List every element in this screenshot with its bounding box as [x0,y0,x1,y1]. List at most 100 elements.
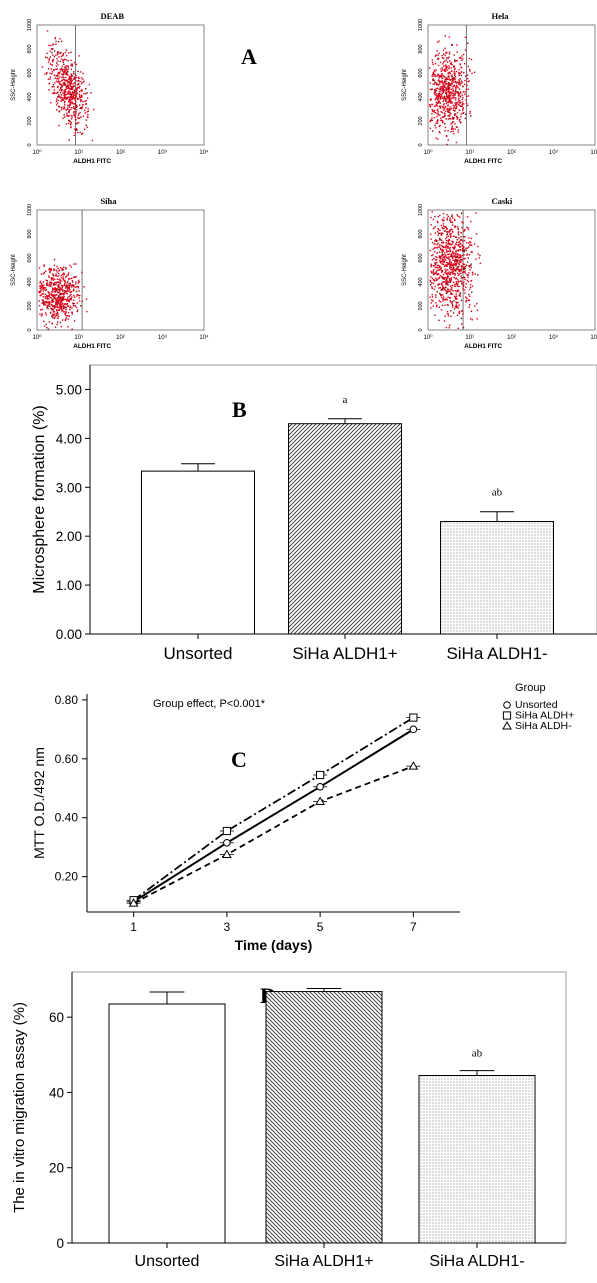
y-axis-label: Microsphere formation (%) [31,405,48,594]
bar [108,1003,226,1244]
legend-marker [503,701,511,709]
panel-b: B 0.00 1.00 2.00 3.00 4.00 5.00 Microsphere fo… [0,360,597,680]
data-point [222,826,231,836]
y-tick-label: 2.00 [56,529,82,544]
flow-y-tick: 0 [418,328,424,331]
flow-plot-title: Siha [100,196,117,206]
series-line [133,716,414,901]
flow-x-label: ALDH1 FITC [73,158,111,165]
y-tick-label: 1.00 [56,578,82,593]
flow-plot-title: Hela [491,11,509,21]
x-tick-label: 3 [224,920,231,934]
x-tick-label: 7 [410,920,417,934]
panel-label-a: A [241,44,257,69]
flow-y-label: SSC-Height [402,254,408,286]
flow-y-tick: 1000 [27,19,33,31]
data-point [315,796,325,806]
event-cloud [429,211,481,329]
flow-x-tick: 10⁴ [199,334,209,341]
x-tick-label: SiHa ALDH1- [429,1253,524,1270]
flow-x-tick: 10⁴ [590,334,597,341]
x-tick-label: 1 [130,920,137,934]
flow-plot-1: DEAB SSC-Height 0 200 400 600 800 1000 10⁰ 10¹ 10²… [11,11,209,165]
event-cloud [38,258,88,330]
x-tick-label: SiHa ALDH1+ [292,644,397,663]
flow-y-tick: 200 [418,301,424,310]
y-axis-label: MTT O.D./492 nm [31,747,47,859]
y-axis-label: The in vitro migration assay (%) [11,1002,28,1213]
flow-y-tick: 800 [27,229,33,238]
flow-plot-frame [36,209,205,331]
bar [265,991,383,1244]
flow-cytometry-plots: A DEAB SSC-Height 0 200 400 600 800 1000 10⁰ 10¹ 1… [11,11,597,350]
flow-y-tick: 600 [418,68,424,77]
legend-label: Unsorted [515,699,558,711]
flow-x-tick: 10⁰ [423,334,433,341]
flow-y-tick: 0 [27,143,33,146]
panel-label-c: C [231,747,247,772]
x-axis-label: Time (days) [235,937,313,953]
flow-plot-title: DEAB [100,11,124,21]
flow-plot-title: Caski [491,196,512,206]
significance-label: a [343,394,348,406]
data-point [222,849,232,859]
bar [440,521,554,635]
series-3 [126,761,421,907]
legend-marker [502,720,512,730]
flow-y-tick: 400 [27,92,33,101]
series-line [133,765,414,904]
flow-y-label: SSC-Height [402,69,408,101]
data-point [316,782,324,791]
y-tick-label: 5.00 [56,382,82,397]
legend-label: SiHa ALDH+ [515,710,574,722]
bar [288,423,402,635]
flow-plot-3: Siha SSC-Height 0 200 400 600 800 1000 10⁰ 10¹ 10²… [11,196,209,350]
data-point [409,725,418,734]
flow-y-tick: 1000 [27,204,33,216]
panel-c: C 0.20 0.40 0.60 0.80 1 3 5 7 Time (days) MTT O.D… [0,680,597,970]
flow-x-tick: 10³ [158,150,167,156]
x-tick-label: 5 [317,920,324,934]
x-tick-label: SiHa ALDH1- [446,644,547,663]
microsphere-bar-chart: B 0.00 1.00 2.00 3.00 4.00 5.00 Microsphere fo… [31,364,597,663]
flow-y-tick: 200 [27,116,33,125]
event-cloud [429,35,476,146]
flow-x-tick: 10² [507,335,516,341]
flow-x-tick: 10² [116,335,125,341]
y-tick-label: 0.80 [55,693,79,707]
flow-y-tick: 400 [418,92,424,101]
y-tick-label: 3.00 [56,480,82,495]
significance-label: ab [492,487,503,499]
y-tick-label: 0.40 [55,811,79,825]
flow-y-tick: 1000 [418,204,424,216]
flow-y-tick: 400 [418,277,424,286]
bar [418,1075,536,1244]
y-tick-label: 60 [49,1010,64,1025]
significance-label: ab [472,1048,483,1060]
flow-y-tick: 800 [27,44,33,53]
flow-x-label: ALDH1 FITC [73,343,111,350]
x-tick-label: SiHa ALDH1+ [274,1253,373,1270]
series-1 [126,725,421,906]
x-tick-label: Unsorted [135,1253,200,1270]
data-point [408,761,419,770]
mtt-line-chart: C 0.20 0.40 0.60 0.80 1 3 5 7 Time (days) MTT O.D… [31,682,574,953]
data-point [223,838,231,847]
flow-x-tick: 10³ [549,335,558,341]
flow-y-tick: 600 [418,253,424,262]
series-2 [126,713,421,905]
flow-x-tick: 10¹ [74,335,83,341]
flow-x-tick: 10¹ [74,150,83,156]
y-tick-label: 4.00 [56,431,82,446]
flow-x-tick: 10⁰ [32,334,42,341]
legend-label: SiHa ALDH- [515,720,572,732]
flow-plot-2: Hela SSC-Height 0 200 400 600 800 1000 10⁰ 10¹ 10²… [402,11,597,165]
flow-x-tick: 10⁴ [199,149,209,156]
y-tick-label: 0.00 [56,627,82,642]
flow-x-tick: 10² [507,150,516,156]
flow-y-tick: 600 [27,68,33,77]
flow-y-tick: 1000 [418,19,424,31]
x-tick-label: Unsorted [164,644,233,663]
